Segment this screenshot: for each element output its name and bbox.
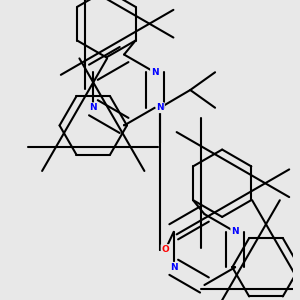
Text: N: N — [231, 227, 239, 236]
Text: O: O — [162, 245, 169, 254]
Text: N: N — [170, 263, 178, 272]
Text: N: N — [151, 68, 159, 77]
Text: N: N — [156, 103, 164, 112]
Text: N: N — [90, 103, 97, 112]
